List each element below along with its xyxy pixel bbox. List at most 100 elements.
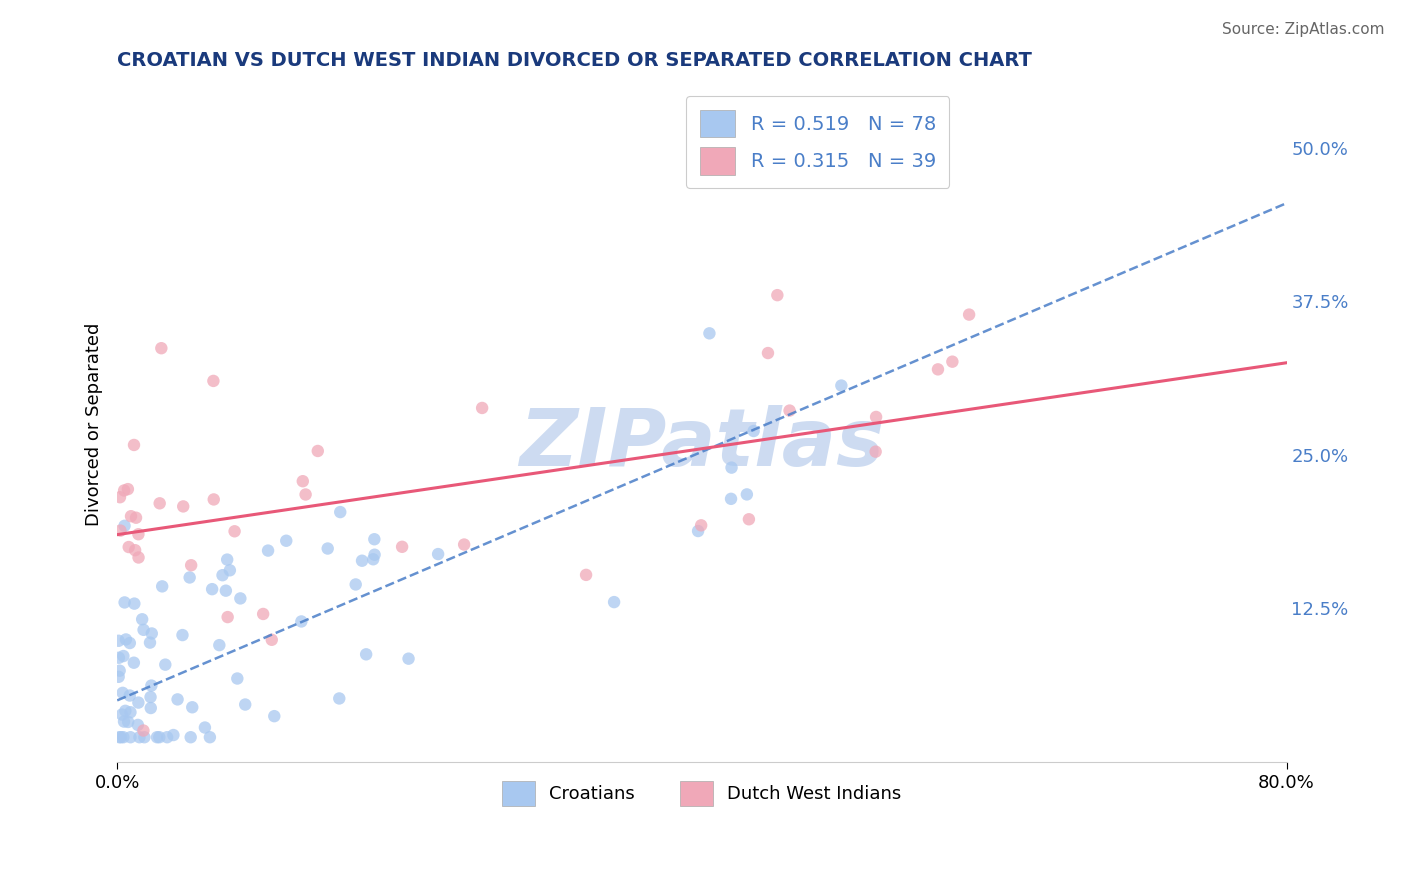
Point [112, 648, 135, 663]
Point [139, 701, 162, 715]
Point [263, 709, 285, 723]
Text: CROATIAN VS DUTCH WEST INDIAN DIVORCED OR SEPARATED CORRELATION CHART: CROATIAN VS DUTCH WEST INDIAN DIVORCED O… [117, 51, 1032, 70]
Point [329, 505, 352, 519]
Point [201, 582, 224, 596]
Point [290, 615, 312, 629]
Point [141, 626, 163, 640]
Point [865, 444, 887, 458]
Point [257, 543, 280, 558]
Point [112, 714, 135, 729]
Point [766, 288, 789, 302]
Point [217, 552, 239, 566]
Point [146, 730, 169, 744]
Point [108, 664, 131, 678]
Point [742, 424, 765, 438]
Point [427, 547, 450, 561]
Point [180, 730, 202, 744]
Text: ZIPatlas: ZIPatlas [519, 405, 884, 483]
Point [179, 570, 201, 584]
Point [118, 540, 141, 554]
Point [134, 730, 156, 744]
Point [118, 636, 141, 650]
Point [202, 492, 225, 507]
Point [194, 721, 217, 735]
Point [350, 554, 373, 568]
Point [122, 438, 145, 452]
Point [361, 552, 384, 566]
Point [110, 730, 132, 744]
Point [233, 698, 256, 712]
Point [125, 510, 148, 524]
Point [139, 690, 162, 704]
Point [150, 579, 173, 593]
Point [252, 607, 274, 621]
Point [141, 679, 163, 693]
Point [162, 728, 184, 742]
Point [124, 597, 146, 611]
Point [294, 487, 316, 501]
Point [316, 541, 339, 556]
Point [120, 509, 142, 524]
Point [941, 354, 963, 368]
Point [107, 633, 129, 648]
Point [735, 487, 758, 501]
Point [110, 524, 132, 538]
Point [202, 374, 225, 388]
Point [224, 524, 246, 539]
Point [112, 730, 135, 744]
Point [180, 558, 202, 573]
Point [471, 401, 494, 415]
Point [114, 704, 136, 718]
Point [217, 610, 239, 624]
Point [198, 730, 221, 744]
Point [291, 474, 314, 488]
Point [172, 628, 194, 642]
Point [354, 648, 377, 662]
Point [276, 533, 298, 548]
Point [114, 595, 136, 609]
Point [830, 378, 852, 392]
Point [124, 543, 146, 558]
Point [156, 730, 179, 744]
Point [111, 686, 134, 700]
Legend: Croatians, Dutch West Indians: Croatians, Dutch West Indians [495, 773, 908, 814]
Point [117, 714, 139, 729]
Point [211, 568, 233, 582]
Point [118, 689, 141, 703]
Point [738, 512, 761, 526]
Point [363, 548, 385, 562]
Point [132, 623, 155, 637]
Point [215, 583, 238, 598]
Point [166, 692, 188, 706]
Point [756, 346, 779, 360]
Point [120, 705, 142, 719]
Point [150, 341, 173, 355]
Point [148, 730, 170, 744]
Point [344, 577, 367, 591]
Point [720, 491, 742, 506]
Point [127, 527, 149, 541]
Point [328, 691, 350, 706]
Point [575, 567, 598, 582]
Point [149, 496, 172, 510]
Point [127, 696, 149, 710]
Point [128, 730, 150, 744]
Point [307, 444, 329, 458]
Point [699, 326, 721, 341]
Point [114, 518, 136, 533]
Point [957, 308, 980, 322]
Point [155, 657, 177, 672]
Point [398, 651, 420, 665]
Point [108, 650, 131, 665]
Point [603, 595, 626, 609]
Text: Source: ZipAtlas.com: Source: ZipAtlas.com [1222, 22, 1385, 37]
Point [122, 656, 145, 670]
Point [108, 730, 131, 744]
Point [112, 483, 135, 498]
Point [363, 533, 385, 547]
Point [218, 563, 240, 577]
Point [111, 707, 134, 722]
Point [131, 612, 153, 626]
Point [127, 718, 149, 732]
Point [117, 482, 139, 496]
